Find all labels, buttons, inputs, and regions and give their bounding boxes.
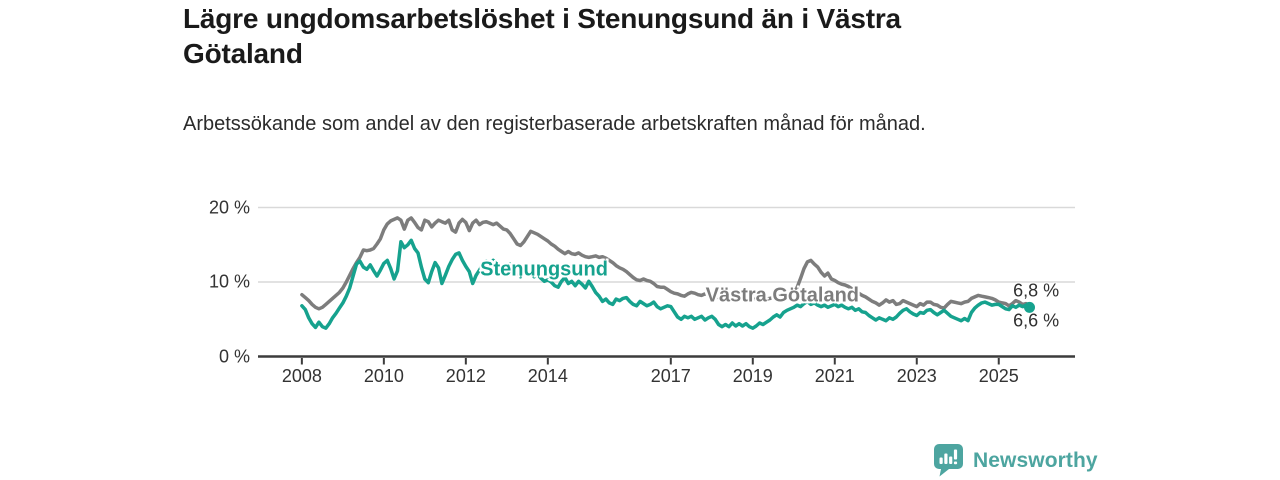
x-tick-label: 2017	[650, 366, 691, 386]
chart-subtitle: Arbetssökande som andel av den registerb…	[183, 113, 926, 135]
x-tick-label: 2010	[363, 366, 404, 386]
x-tick-label: 2021	[814, 366, 855, 386]
x-tick-label: 2019	[732, 366, 773, 386]
series-label-v-stra-g-taland: Västra Götaland	[705, 284, 860, 307]
y-tick-label: 0 %	[218, 346, 250, 366]
y-tick-label: 20 %	[208, 197, 250, 217]
end-value-label-v-stra-g-taland: 6,8 %	[1013, 280, 1060, 301]
chart-title: Lägre ungdomsarbetslöshet i Stenungsund …	[183, 3, 901, 69]
brand-footer: Newsworthy	[933, 444, 1098, 477]
x-tick-label: 2014	[527, 366, 568, 386]
series-line-stenungsund	[300, 238, 1032, 330]
series-line-v-stra-g-taland	[300, 216, 1032, 311]
x-tick-label: 2008	[281, 366, 322, 386]
end-value-label-stenungsund: 6,6 %	[1013, 310, 1060, 331]
series-end-dot-stenungsund	[1023, 301, 1035, 313]
y-tick-label: 10 %	[208, 271, 250, 292]
x-tick-label: 2023	[896, 366, 937, 386]
x-tick-label: 2025	[978, 366, 1019, 386]
x-tick-label: 2012	[445, 366, 486, 386]
series-label-stenungsund: Stenungsund	[480, 258, 608, 281]
brand-name: Newsworthy	[973, 448, 1098, 472]
newsworthy-logo-icon	[934, 444, 963, 477]
